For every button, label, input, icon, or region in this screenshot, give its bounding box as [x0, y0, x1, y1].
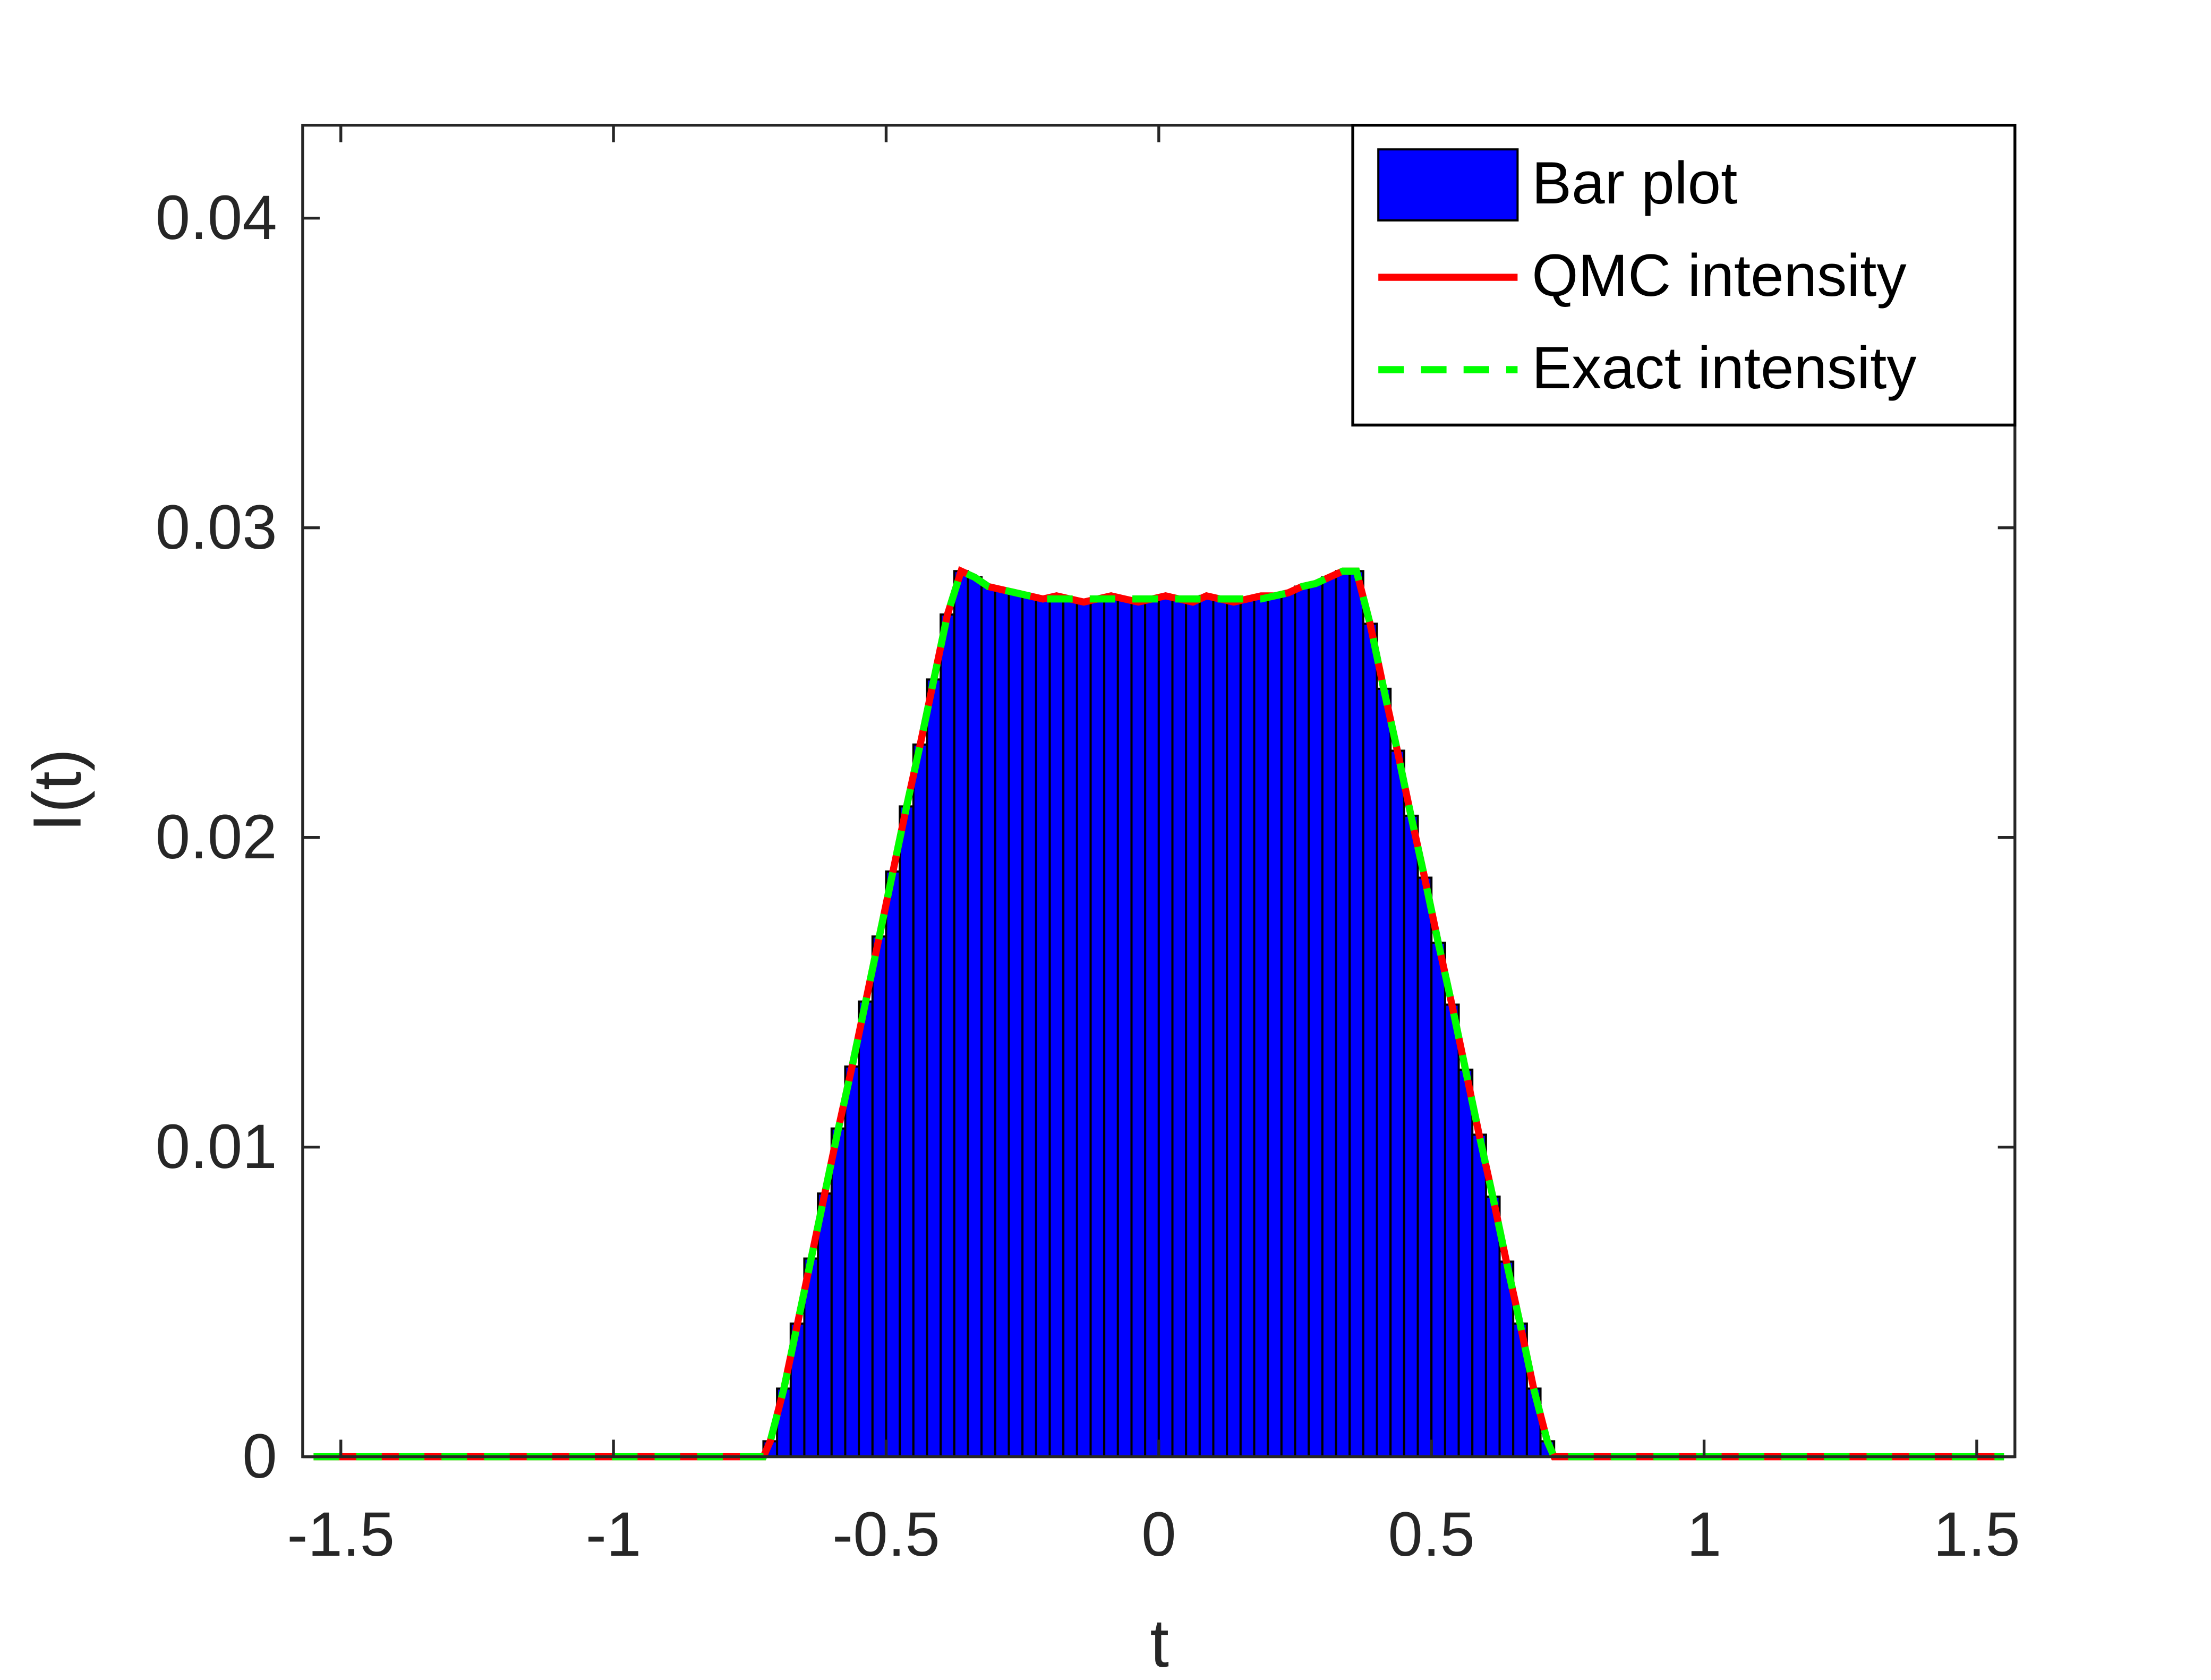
bar [830, 1127, 847, 1458]
bar [1335, 570, 1351, 1458]
bar [980, 585, 996, 1458]
bar [1226, 601, 1242, 1458]
bar [1471, 1133, 1487, 1458]
bar [1198, 594, 1215, 1458]
bar [1062, 598, 1078, 1458]
bar [1144, 598, 1160, 1458]
legend-label: Exact intensity [1532, 334, 1916, 401]
y-tick-label: 0 [242, 1421, 277, 1491]
bar [1389, 749, 1405, 1458]
bar [1075, 601, 1092, 1458]
x-tick-label: 1 [1687, 1499, 1721, 1569]
bar [844, 1065, 860, 1458]
bar [1444, 1003, 1460, 1458]
bar [1280, 592, 1296, 1458]
line-series [313, 566, 2004, 1461]
x-tick-label: 1.5 [1933, 1499, 2020, 1569]
bar [967, 576, 983, 1458]
bar [1348, 570, 1364, 1458]
bar [1021, 594, 1037, 1458]
x-tick-label: 0 [1141, 1499, 1176, 1569]
bar [1308, 582, 1324, 1458]
legend: Bar plot QMC intensity Exact intensity [1351, 124, 2017, 427]
bar [1321, 576, 1337, 1458]
bar [1457, 1068, 1474, 1458]
bar [1253, 594, 1269, 1458]
y-tick-label: 0.04 [156, 182, 277, 252]
bar [912, 743, 928, 1458]
y-tick-label: 0.03 [156, 492, 277, 562]
bar [1048, 594, 1065, 1458]
x-tick-label: 0.5 [1388, 1499, 1475, 1569]
y-axis-label: I(t) [20, 748, 96, 832]
legend-label: Bar plot [1532, 149, 1737, 216]
y-tick-label: 0.01 [156, 1111, 277, 1181]
bar [940, 613, 955, 1458]
bar [926, 678, 942, 1458]
x-axis-label: t [1150, 1606, 1169, 1680]
bar [1403, 814, 1419, 1458]
bar [1416, 876, 1433, 1458]
bar [994, 589, 1010, 1458]
x-tick-label: -1.5 [287, 1499, 395, 1569]
bar [1376, 687, 1392, 1458]
legend-swatch [1377, 148, 1519, 222]
bar [1116, 598, 1133, 1458]
bar [899, 805, 915, 1458]
bar [1171, 598, 1188, 1458]
bar [1103, 594, 1119, 1458]
x-tick-label: -0.5 [832, 1499, 940, 1569]
bar [1185, 601, 1201, 1458]
bar [1212, 598, 1228, 1458]
bar [1239, 598, 1256, 1458]
bar [1035, 598, 1051, 1458]
bar [858, 1000, 874, 1458]
bar [953, 570, 969, 1458]
bar [1157, 594, 1174, 1458]
bar [1008, 592, 1024, 1458]
bar [871, 935, 887, 1458]
bar [1089, 598, 1106, 1458]
x-tick-label: -1 [586, 1499, 642, 1569]
y-tick-label: 0.02 [156, 801, 277, 872]
bar [1362, 622, 1378, 1458]
bar [1130, 601, 1147, 1458]
bar [885, 870, 901, 1458]
bar [1294, 585, 1310, 1458]
bar [1430, 941, 1446, 1458]
bar [1267, 594, 1283, 1458]
legend-label: QMC intensity [1532, 242, 1907, 309]
